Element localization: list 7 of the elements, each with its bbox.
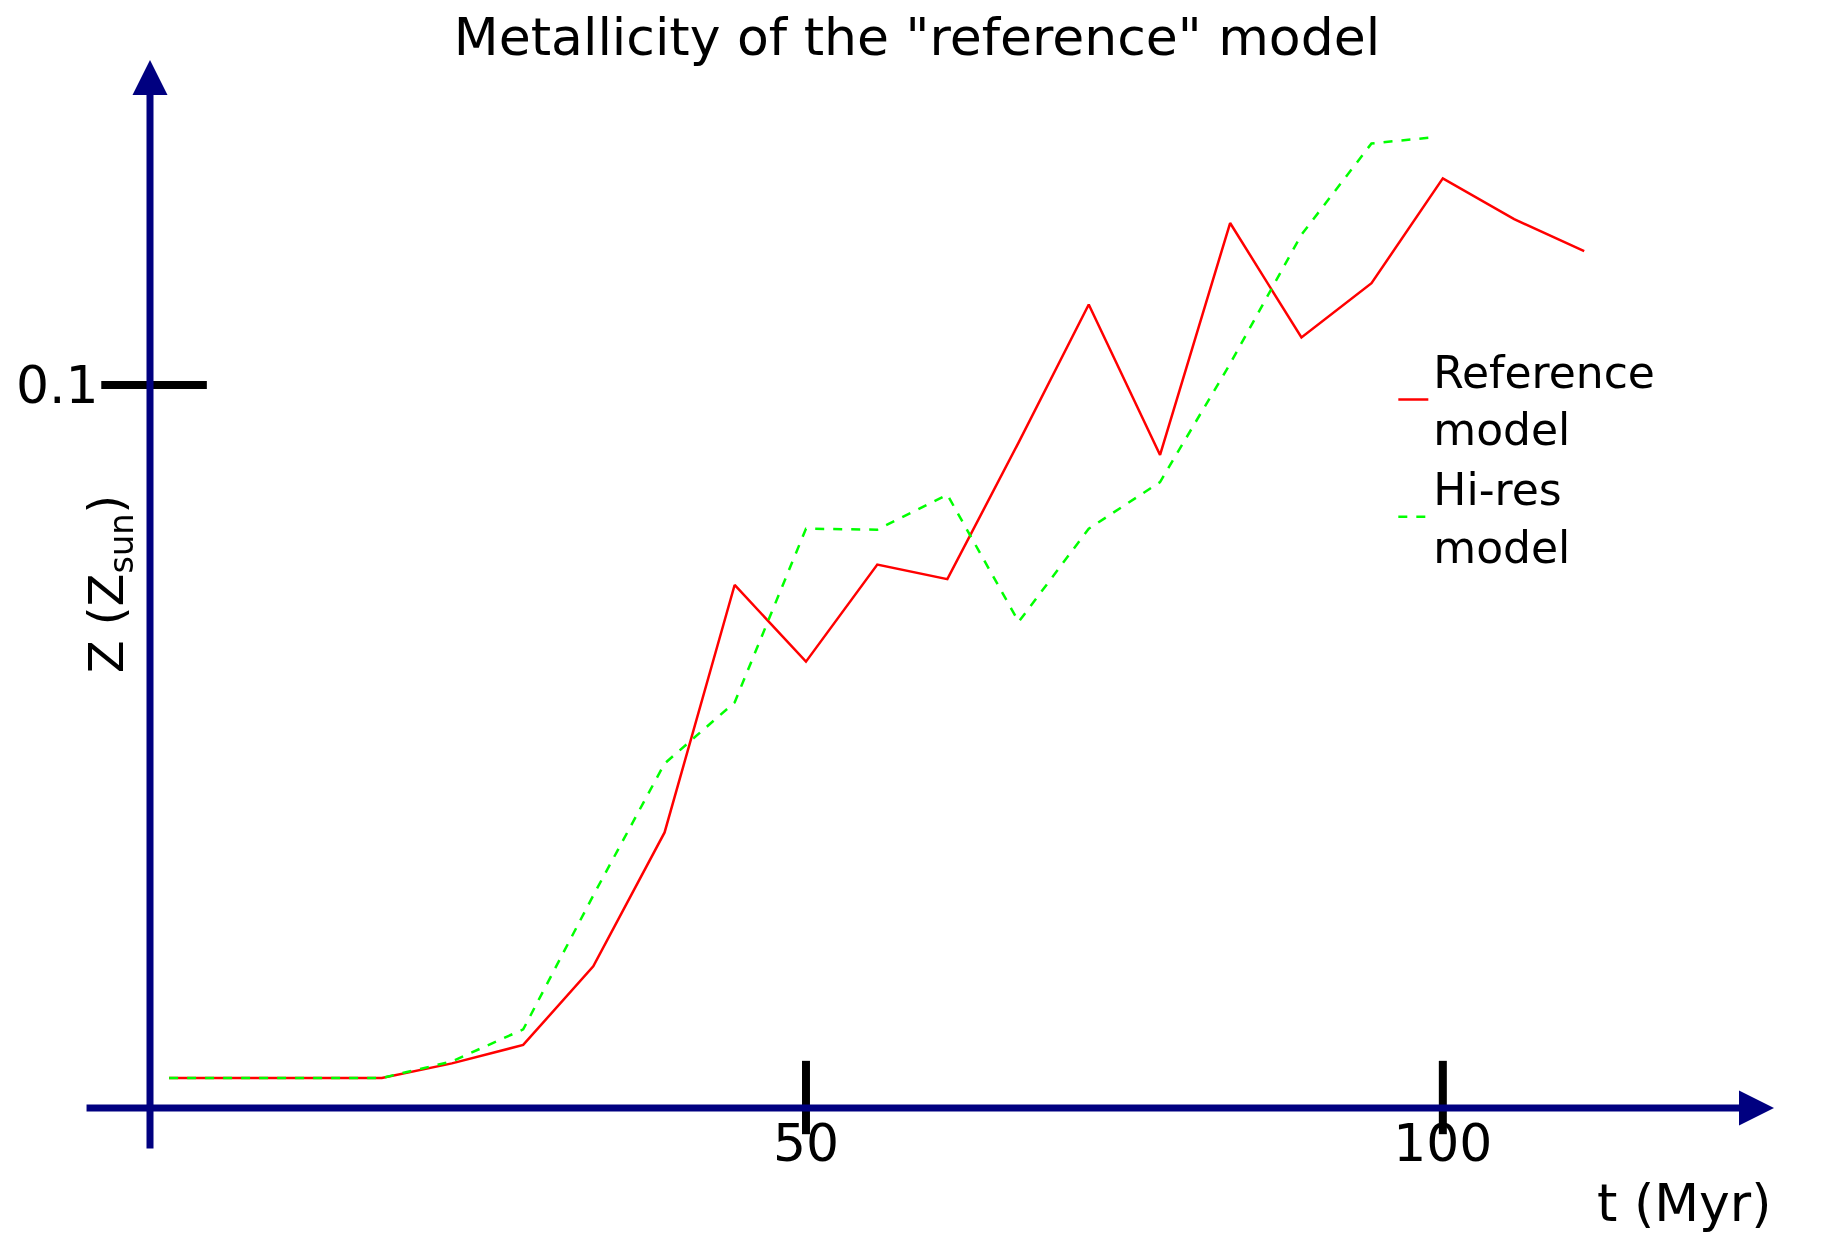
- x-tick-label: 100: [1393, 1113, 1493, 1173]
- text: 0.1: [16, 355, 99, 415]
- x-axis-title: t (Myr): [1597, 1173, 1772, 1233]
- x-tick-label: 50: [772, 1113, 840, 1173]
- legend-label: Hi-res model: [1433, 464, 1571, 573]
- legend-label: Reference model: [1433, 347, 1655, 456]
- chart-title: Metallicity of the "reference" model: [453, 7, 1381, 68]
